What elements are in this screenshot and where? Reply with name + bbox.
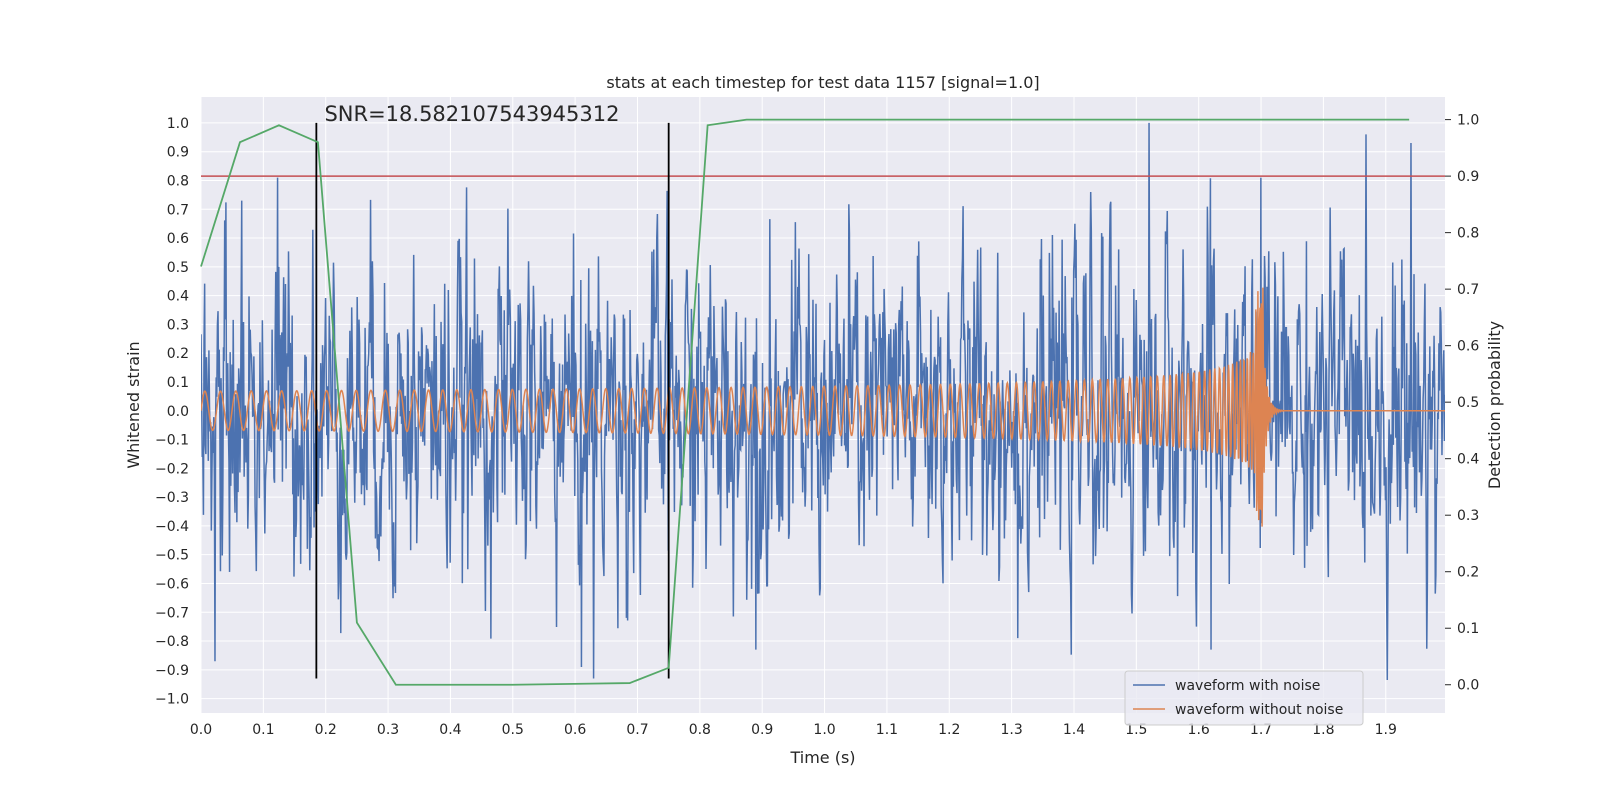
y-axis-right: 1.0 0.9 0.8 0.7 0.6 0.5 0.4 0.3 0.2 0.1 0.0 — [1445, 113, 1479, 694]
y-left-tick-label: −0.9 — [155, 663, 189, 679]
x-tick-label: 0.2 — [315, 722, 337, 738]
y-left-tick-label: 1.0 — [167, 116, 189, 132]
y-right-tick-label: 0.6 — [1457, 339, 1479, 355]
x-tick-label: 1.8 — [1312, 722, 1334, 738]
x-tick-label: 1.2 — [938, 722, 960, 738]
y-left-tick-label: 0.3 — [167, 317, 189, 333]
legend: waveform with noise waveform without noi… — [1124, 670, 1364, 726]
y-right-tick-label: 0.2 — [1457, 565, 1479, 581]
x-tick-label: 1.1 — [876, 722, 898, 738]
series-waveform-without-noise — [201, 287, 1445, 527]
y-right-tick-label: 0.7 — [1457, 282, 1479, 298]
legend-label-clean: waveform without noise — [1175, 702, 1343, 718]
y-right-tick-label: 0.9 — [1457, 169, 1479, 185]
x-tick-label: 1.9 — [1375, 722, 1397, 738]
series-layer — [201, 122, 1445, 681]
y-left-tick-label: 0.5 — [167, 260, 189, 276]
x-tick-label: 0.9 — [751, 722, 773, 738]
x-tick-label: 0.7 — [626, 722, 648, 738]
snr-annotation: SNR=18.582107543945312 — [324, 102, 619, 126]
y-axis-left-label: Whitened strain — [124, 341, 143, 468]
y-left-tick-label: 0.2 — [167, 346, 189, 362]
y-left-tick-label: −0.4 — [155, 519, 189, 535]
x-tick-label: 1.0 — [813, 722, 835, 738]
x-tick-label: 1.7 — [1250, 722, 1272, 738]
x-tick-label: 0.0 — [190, 722, 212, 738]
y-left-tick-label: −0.5 — [155, 548, 189, 564]
y-left-tick-label: 0.6 — [167, 231, 189, 247]
x-tick-label: 0.8 — [689, 722, 711, 738]
y-left-tick-label: −0.6 — [155, 576, 189, 592]
y-left-tick-label: −0.1 — [155, 433, 189, 449]
y-axis-right-label: Detection probability — [1485, 321, 1504, 489]
y-axis-left: 1.0 0.9 0.8 0.7 0.6 0.5 0.4 0.3 0.2 0.1 0.0 −0.1 −0.… — [155, 116, 189, 708]
y-right-tick-label: 1.0 — [1457, 113, 1479, 129]
y-right-tick-label: 0.8 — [1457, 226, 1479, 242]
x-tick-label: 0.4 — [439, 722, 461, 738]
chart-title: stats at each timestep for test data 115… — [606, 73, 1039, 92]
y-left-tick-label: −1.0 — [155, 692, 189, 708]
legend-label-noise: waveform with noise — [1175, 678, 1320, 694]
y-right-tick-label: 0.5 — [1457, 395, 1479, 411]
series-waveform-with-noise — [201, 122, 1445, 681]
x-tick-label: 0.6 — [564, 722, 586, 738]
y-left-tick-label: 0.4 — [167, 289, 189, 305]
y-left-tick-label: 0.1 — [167, 375, 189, 391]
y-right-tick-label: 0.4 — [1457, 452, 1479, 468]
overlay-layer — [200, 118, 1445, 686]
y-right-tick-label: 0.3 — [1457, 508, 1479, 524]
x-tick-label: 1.6 — [1188, 722, 1210, 738]
y-left-tick-label: 0.7 — [167, 202, 189, 218]
y-left-tick-label: −0.7 — [155, 605, 189, 621]
y-right-tick-label: 0.0 — [1457, 678, 1479, 694]
y-right-tick-label: 0.1 — [1457, 621, 1479, 637]
y-left-tick-label: 0.9 — [167, 145, 189, 161]
x-tick-label: 0.1 — [252, 722, 274, 738]
y-left-tick-label: −0.8 — [155, 634, 189, 650]
x-tick-label: 0.3 — [377, 722, 399, 738]
x-tick-label: 1.5 — [1125, 722, 1147, 738]
x-tick-label: 1.3 — [1000, 722, 1022, 738]
x-axis-label: Time (s) — [789, 748, 855, 767]
y-left-tick-label: 0.8 — [167, 173, 189, 189]
x-tick-label: 1.4 — [1063, 722, 1085, 738]
x-tick-label: 0.5 — [502, 722, 524, 738]
y-left-tick-label: −0.2 — [155, 461, 189, 477]
y-left-tick-label: −0.3 — [155, 490, 189, 506]
y-left-tick-label: 0.0 — [167, 404, 189, 420]
x-axis: 0.0 0.1 0.2 0.3 0.4 0.5 0.6 0.7 0.8 0.9 1.0 1.1 1.2 1… — [190, 722, 1397, 738]
legend-box — [1124, 670, 1364, 726]
